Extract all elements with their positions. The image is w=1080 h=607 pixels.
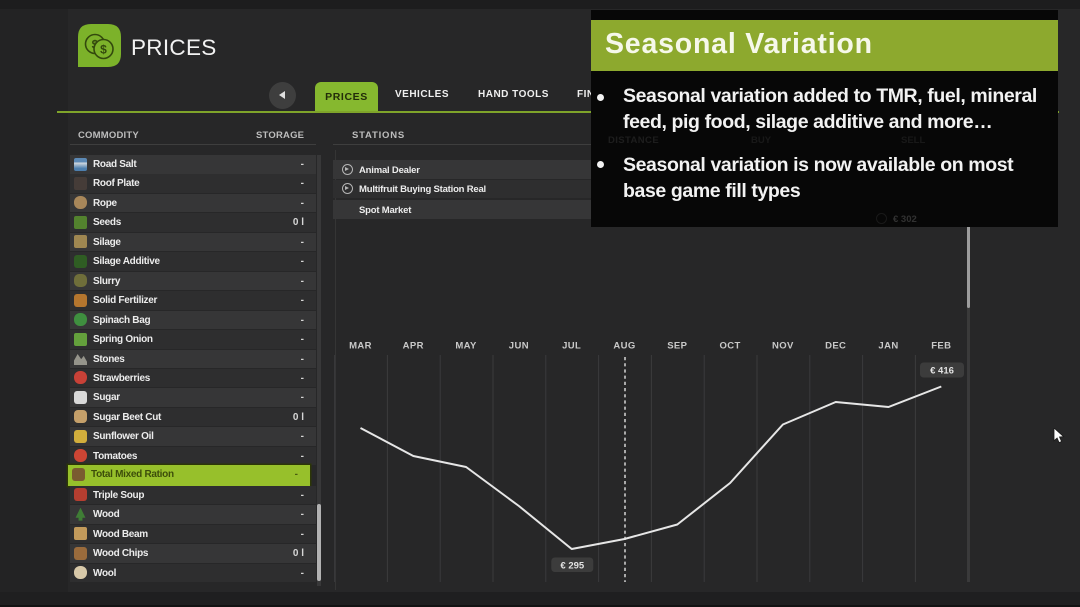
- svg-text:$: $: [100, 43, 107, 57]
- svg-text:AUG: AUG: [613, 341, 635, 352]
- svg-text:JUN: JUN: [509, 341, 529, 352]
- svg-text:MAR: MAR: [349, 341, 372, 352]
- svg-text:OCT: OCT: [719, 341, 740, 352]
- svg-text:APR: APR: [403, 341, 424, 352]
- svg-text:MAY: MAY: [455, 341, 477, 352]
- svg-text:JUL: JUL: [562, 341, 581, 352]
- svg-text:JAN: JAN: [878, 341, 898, 352]
- svg-text:€ 416: € 416: [930, 366, 954, 377]
- svg-text:NOV: NOV: [772, 341, 794, 352]
- svg-text:DEC: DEC: [825, 341, 846, 352]
- svg-text:FEB: FEB: [931, 341, 951, 352]
- svg-text:€ 295: € 295: [560, 561, 584, 572]
- svg-text:SEP: SEP: [667, 341, 687, 352]
